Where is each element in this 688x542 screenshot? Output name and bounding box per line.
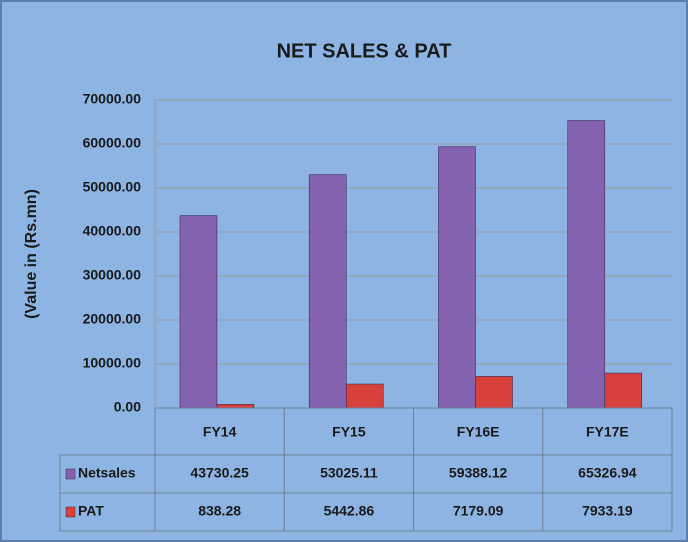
bar xyxy=(308,174,347,409)
y-tick-label: 30000.00 xyxy=(83,267,142,283)
table-value: 7933.19 xyxy=(582,503,633,519)
y-axis-label: (Value in (Rs.mn) xyxy=(23,189,40,319)
bar xyxy=(475,376,513,409)
bar xyxy=(567,120,606,409)
table-value: 59388.12 xyxy=(449,465,508,481)
table-value: 838.28 xyxy=(198,503,241,519)
table-value: 53025.11 xyxy=(320,465,378,481)
bar xyxy=(216,404,255,409)
y-tick-label: 20000.00 xyxy=(83,311,142,327)
bar xyxy=(345,383,384,409)
legend-label: PAT xyxy=(78,503,104,519)
y-tick-label: 40000.00 xyxy=(83,223,142,239)
y-tick-label: 60000.00 xyxy=(83,135,142,151)
y-tick-label: 70000.00 xyxy=(83,91,142,107)
x-tick-label: FY15 xyxy=(332,424,366,440)
bar xyxy=(179,215,218,409)
x-tick-label: FY16E xyxy=(457,424,500,440)
x-tick-label: FY17E xyxy=(586,424,629,440)
y-tick-label: 10000.00 xyxy=(83,355,142,371)
chart-title: NET SALES & PAT xyxy=(277,40,452,62)
bar xyxy=(438,146,476,409)
x-tick-label: FY14 xyxy=(203,424,237,440)
table-value: 7179.09 xyxy=(453,503,504,519)
legend-swatch xyxy=(65,468,76,480)
table-value: 5442.86 xyxy=(324,503,375,519)
legend-label: Netsales xyxy=(78,465,136,481)
bar xyxy=(604,372,643,409)
legend-swatch xyxy=(65,506,76,518)
y-tick-label: 0.00 xyxy=(114,399,141,415)
table-value: 43730.25 xyxy=(190,465,249,481)
table-value: 65326.94 xyxy=(578,465,637,481)
y-tick-label: 50000.00 xyxy=(83,179,142,195)
